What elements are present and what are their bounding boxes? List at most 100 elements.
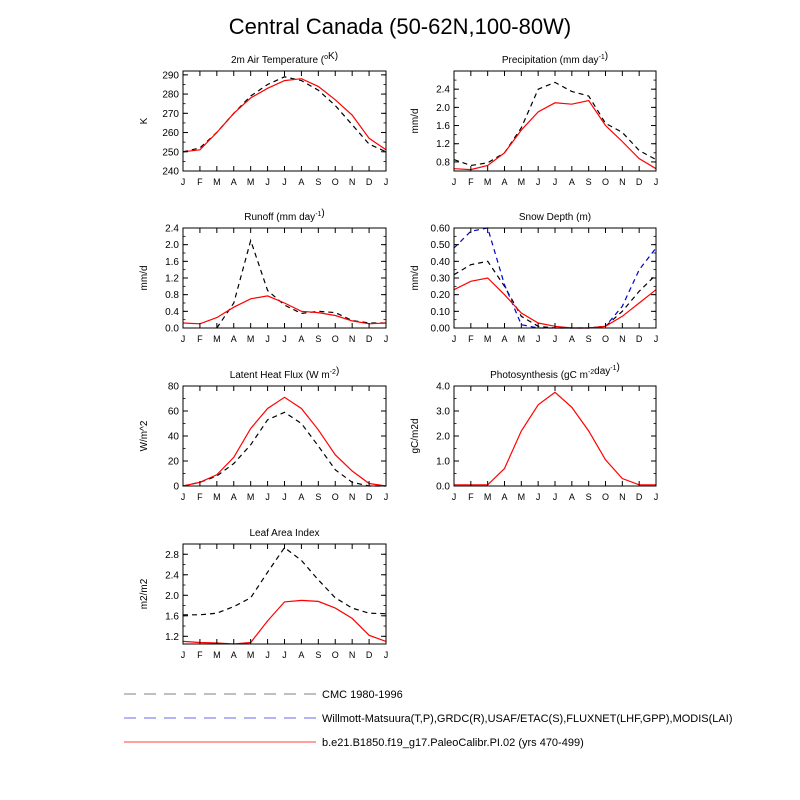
x-tick-label: A xyxy=(569,334,575,344)
plot-frame xyxy=(453,70,657,172)
chart-panel-1: 2m Air Temperature (oK) 240 250 260 270 280 29… xyxy=(139,51,388,187)
x-tick-label: S xyxy=(586,492,592,502)
y-axis-label: mm/d xyxy=(410,109,421,134)
x-tick-label: M xyxy=(484,334,492,344)
y-tick-label: 290 xyxy=(162,70,179,81)
y-tick-label: 1.0 xyxy=(436,457,450,468)
series-cmc-line xyxy=(182,76,387,153)
chart-title: Precipitation (mm day-1) xyxy=(502,51,608,66)
legend: CMC 1980-1996 Willmott-Matsuura(T,P),GRDC… xyxy=(124,689,733,749)
y-tick-label: 0.10 xyxy=(431,307,451,318)
x-tick-label: M xyxy=(518,334,526,344)
legend-label: b.e21.B1850.f19_g17.PaleoCalibr.PI.02 (y… xyxy=(322,737,584,749)
y-tick-label: 1.2 xyxy=(165,632,179,643)
series-model-line xyxy=(453,99,657,171)
x-tick-label: D xyxy=(366,492,373,502)
x-tick-label: A xyxy=(231,650,237,660)
x-tick-label: J xyxy=(452,334,457,344)
y-tick-label: 2.4 xyxy=(436,85,450,96)
y-tick-label: 0.20 xyxy=(431,290,451,301)
x-tick-label: M xyxy=(213,177,221,187)
chart-title: Leaf Area Index xyxy=(249,528,319,539)
series-cmc-line xyxy=(216,238,386,329)
y-axis-label: m2/m2 xyxy=(139,578,150,609)
y-tick-label: 2.0 xyxy=(436,432,450,443)
x-tick-label: A xyxy=(231,492,237,502)
x-tick-label: N xyxy=(619,334,626,344)
plot-frame xyxy=(182,227,387,329)
y-axis-label: W/m^2 xyxy=(139,420,150,451)
y-tick-label: 270 xyxy=(162,109,179,120)
x-tick-label: A xyxy=(298,492,304,502)
series-cmc-line xyxy=(183,546,387,616)
x-tick-label: M xyxy=(484,177,492,187)
y-tick-label: 40 xyxy=(168,432,180,443)
x-tick-label: J xyxy=(181,650,186,660)
series-cmc-line xyxy=(453,260,657,329)
x-tick-label: A xyxy=(569,492,575,502)
x-tick-label: M xyxy=(247,177,255,187)
plot-frame xyxy=(182,543,387,645)
chart-title: Photosynthesis (gC m-2day-1) xyxy=(490,362,620,381)
y-tick-label: 0.0 xyxy=(165,324,179,335)
x-tick-label: D xyxy=(636,177,643,187)
y-tick-label: 0.0 xyxy=(436,482,450,493)
x-tick-label: N xyxy=(349,492,356,502)
x-tick-label: F xyxy=(197,177,203,187)
x-tick-label: F xyxy=(468,334,474,344)
x-tick-label: M xyxy=(213,650,221,660)
x-tick-label: D xyxy=(636,492,643,502)
x-tick-label: J xyxy=(452,177,457,187)
x-tick-label: A xyxy=(569,177,575,187)
x-tick-label: M xyxy=(484,492,492,502)
y-tick-label: 250 xyxy=(162,147,179,158)
x-tick-label: J xyxy=(553,334,558,344)
x-tick-label: S xyxy=(315,650,321,660)
x-tick-label: N xyxy=(349,334,356,344)
y-axis-label: mm/d xyxy=(410,266,421,291)
series-model-line xyxy=(182,599,387,645)
y-tick-label: 80 xyxy=(168,382,180,393)
x-tick-label: A xyxy=(501,334,507,344)
x-tick-label: J xyxy=(181,177,186,187)
y-tick-label: 0.60 xyxy=(431,224,451,235)
series-model-line xyxy=(182,396,387,487)
y-tick-label: 2.0 xyxy=(165,240,179,251)
x-tick-label: J xyxy=(181,492,186,502)
x-tick-label: F xyxy=(468,492,474,502)
page-title: Central Canada (50-62N,100-80W) xyxy=(228,14,572,39)
y-tick-label: 280 xyxy=(162,90,179,101)
x-tick-label: F xyxy=(468,177,474,187)
x-tick-label: A xyxy=(298,177,304,187)
series-cmc-line xyxy=(453,81,657,167)
series-model-line xyxy=(182,78,387,153)
x-tick-label: O xyxy=(332,492,339,502)
y-tick-label: 0.8 xyxy=(436,157,450,168)
y-axis-label: gC/m2d xyxy=(410,418,421,453)
y-axis-label: K xyxy=(139,117,150,124)
x-tick-label: D xyxy=(366,650,373,660)
y-tick-label: 2.8 xyxy=(165,550,179,561)
plot-frame xyxy=(182,385,387,487)
x-tick-label: S xyxy=(315,492,321,502)
y-tick-label: 1.6 xyxy=(436,121,450,132)
x-tick-label: J xyxy=(384,177,389,187)
x-tick-label: O xyxy=(602,492,609,502)
x-tick-label: D xyxy=(366,177,373,187)
y-tick-label: 20 xyxy=(168,457,180,468)
chart-title: 2m Air Temperature (oK) xyxy=(231,51,338,66)
series-model-line xyxy=(454,391,656,486)
x-tick-label: A xyxy=(231,177,237,187)
chart-title: Runoff (mm day-1) xyxy=(244,208,325,223)
x-tick-label: M xyxy=(247,650,255,660)
chart-panel-6: Photosynthesis (gC m-2day-1) 0.0 1.0 2.0 3.0… xyxy=(410,362,658,502)
y-tick-label: 0.30 xyxy=(431,274,451,285)
series-model-line xyxy=(453,277,657,329)
x-tick-label: J xyxy=(265,650,270,660)
x-tick-label: J xyxy=(536,334,541,344)
x-tick-label: J xyxy=(384,650,389,660)
chart-title: Snow Depth (m) xyxy=(519,212,591,223)
y-tick-label: 0 xyxy=(173,482,179,493)
